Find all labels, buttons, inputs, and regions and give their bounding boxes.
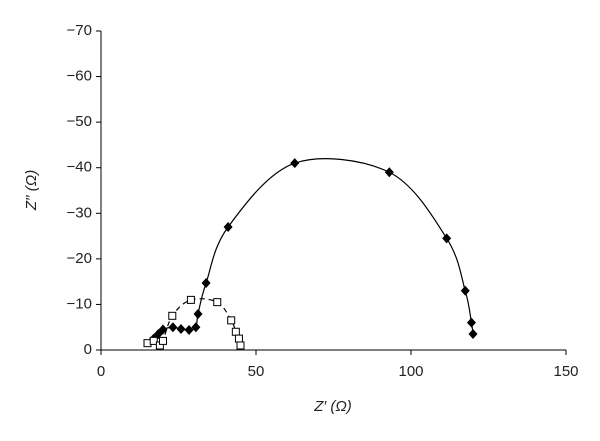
square-marker: [186, 295, 195, 304]
diamond-marker: [468, 329, 478, 340]
diamond-marker: [223, 221, 233, 232]
square-marker: [236, 341, 245, 350]
y-tick-label: −30: [67, 204, 92, 221]
y-tick-label: −10: [67, 295, 92, 312]
square-marker: [234, 334, 243, 343]
x-tick-label: 100: [398, 363, 423, 380]
series-line: [153, 158, 474, 340]
y-tick-label: −20: [67, 250, 92, 267]
diamond-marker: [460, 285, 470, 296]
y-tick-label: −70: [67, 22, 92, 39]
y-tick-label: −60: [67, 68, 92, 85]
x-tick-label: 150: [553, 363, 578, 380]
x-axis-label: Z′ (Ω): [313, 398, 352, 415]
diamond-marker: [168, 322, 178, 333]
diamond-marker: [201, 278, 211, 289]
diamond-marker: [191, 322, 201, 333]
diamond-marker: [193, 308, 203, 319]
square-marker: [227, 316, 236, 325]
square-marker: [231, 327, 240, 336]
x-tick-label: 50: [248, 363, 265, 380]
diamond-marker: [384, 167, 394, 178]
y-tick-label: −40: [67, 159, 92, 176]
y-axis-label: Z′′ (Ω): [23, 170, 40, 211]
x-tick-label: 0: [97, 363, 105, 380]
square-marker: [168, 311, 177, 320]
diamond-marker: [466, 317, 476, 328]
y-tick-label: −50: [67, 113, 92, 130]
square-marker: [159, 336, 167, 345]
diamond-marker: [176, 324, 186, 335]
square-marker: [149, 336, 158, 345]
diamond-marker: [184, 324, 194, 335]
diamond-marker: [442, 233, 452, 244]
diamond-marker: [290, 158, 300, 169]
y-tick-label: 0: [84, 341, 92, 358]
square-marker: [213, 298, 222, 307]
